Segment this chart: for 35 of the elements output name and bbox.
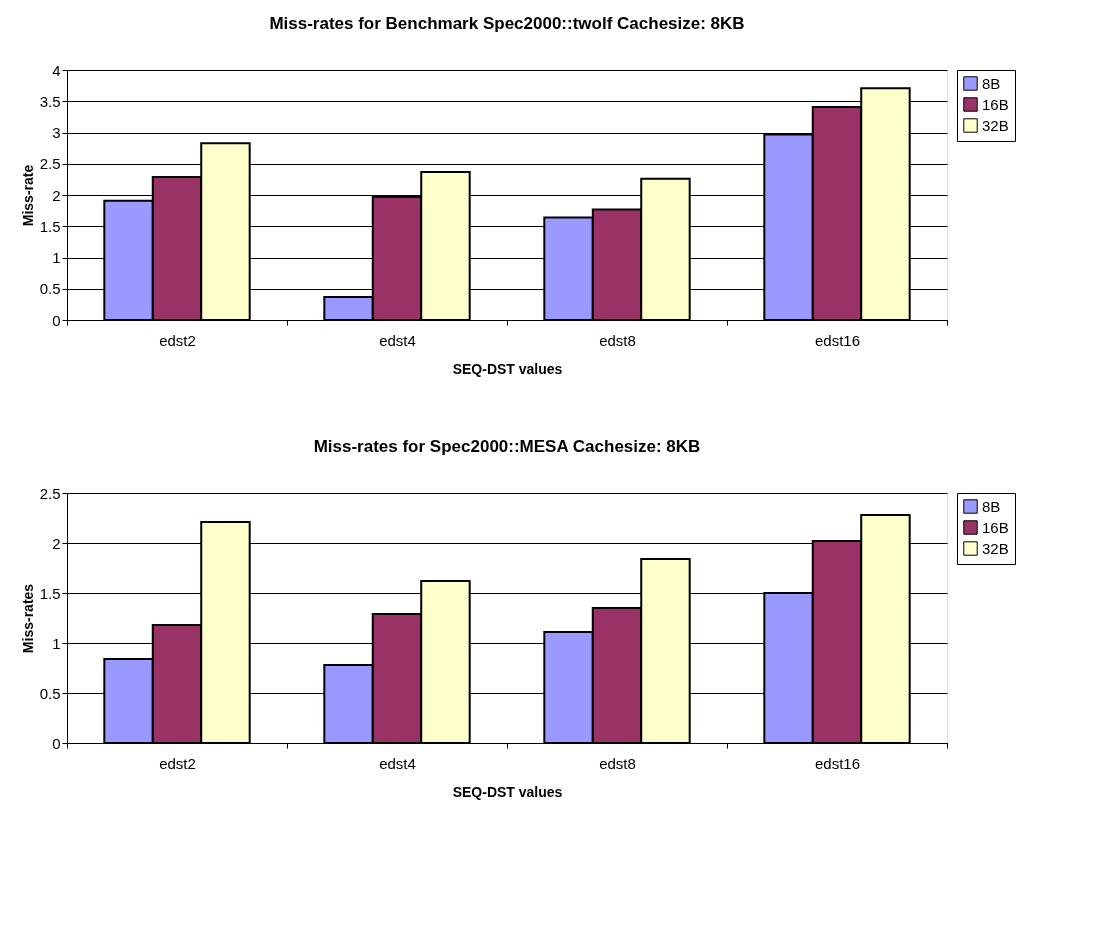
y-axis-title: Miss-rates [19, 583, 36, 654]
y-tick-label: 2.5 [39, 484, 61, 502]
x-tick-label: edst2 [159, 331, 196, 349]
y-tick-label: 2 [52, 534, 61, 552]
x-tick-label: edst2 [159, 754, 196, 772]
x-tick-label: edst8 [599, 754, 636, 772]
y-tick-label: 0 [52, 734, 61, 752]
y-tick-label: 2 [52, 186, 61, 204]
legend-label: 16B [982, 95, 1009, 113]
y-axis-title: Miss-rate [19, 164, 36, 227]
legend-label: 32B [982, 539, 1009, 557]
chart-title: Miss-rates for Spec2000::MESA Cachesize: 8KB [313, 437, 701, 456]
y-tick-label: 1 [52, 634, 61, 652]
y-tick-label: 1 [52, 249, 61, 266]
x-axis-title: SEQ-DST values [452, 360, 563, 377]
x-tick-label: edst16 [814, 331, 861, 349]
y-tick-label: 0 [52, 311, 61, 329]
x-tick-label: edst4 [379, 754, 416, 772]
chart-title: Miss-rates for Benchmark Spec2000::twolf Cachesize: 8KB [269, 14, 745, 33]
y-tick-label: 3 [52, 124, 61, 141]
x-tick-label: edst4 [379, 331, 416, 349]
x-tick-label: edst16 [814, 754, 861, 772]
y-tick-label: 1.5 [39, 584, 61, 602]
y-tick-label: 1.5 [39, 217, 61, 235]
y-tick-label: 0.5 [39, 280, 61, 298]
legend-label: 8B [982, 74, 1001, 92]
y-tick-label: 2.5 [39, 155, 61, 173]
x-tick-label: edst8 [599, 331, 636, 349]
y-tick-label: 3.5 [39, 92, 61, 110]
y-tick-label: 0.5 [39, 684, 61, 702]
x-axis-title: SEQ-DST values [452, 783, 563, 800]
legend-label: 16B [982, 518, 1009, 536]
y-tick-label: 4 [52, 61, 61, 79]
legend-label: 32B [982, 116, 1009, 134]
legend-label: 8B [982, 497, 1001, 515]
